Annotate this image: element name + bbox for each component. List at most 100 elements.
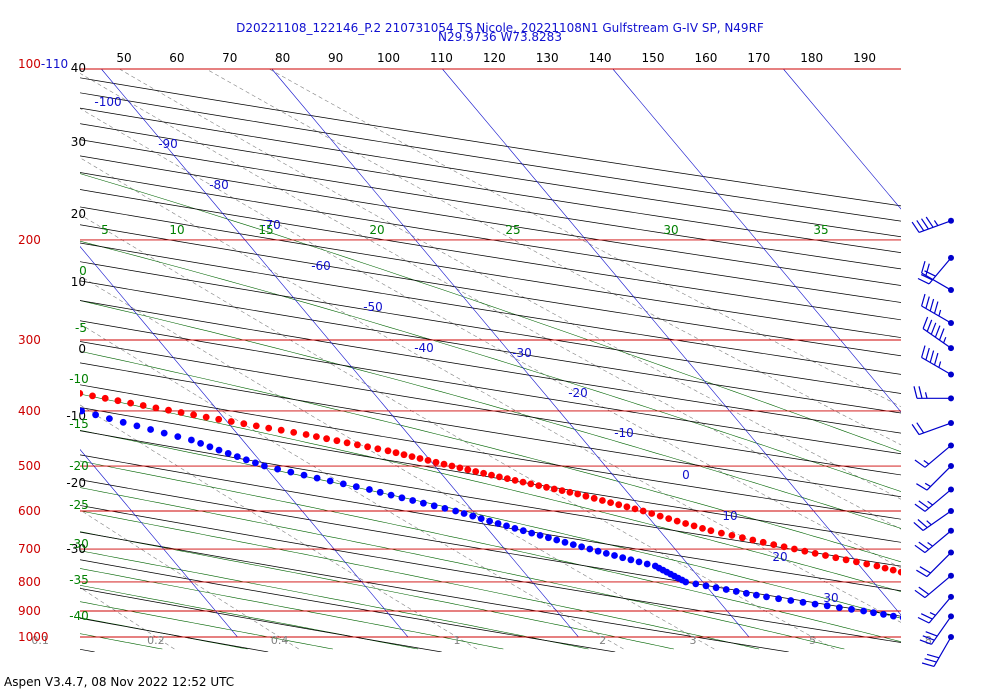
temperature-point [897,568,901,576]
wind-barb-half-flag [938,361,942,368]
dry-adiabat-line [80,123,901,254]
temperature-point [177,409,185,416]
dry-adiabat-top-label: 80 [275,51,290,65]
wind-barb-flag [917,616,930,624]
mixing-ratio-label: 2 [599,634,606,647]
chart-title-line2: N29.9736 W73.8283 [438,30,562,44]
moist-adiabat-line [80,601,333,650]
temperature-point [252,422,260,430]
temperature-point [699,525,706,532]
isotherm-label: 0 [682,468,690,482]
wind-barb-flag [929,350,935,363]
wind-barb [917,254,954,285]
moist-adiabat-label: 15 [258,223,273,237]
dry-adiabat-top-label: 160 [694,51,717,65]
moist-adiabat-label: 0 [79,264,87,278]
temperature-trace [80,390,963,591]
dry-adiabat-line [80,531,789,652]
dry-adiabat-line [80,92,901,222]
pressure-label: 100-110 [18,57,68,71]
dry-adiabat-left-label: 20 [71,207,86,221]
dry-adiabat-line [80,77,901,207]
dewpoint-point [899,615,901,621]
dry-adiabat-line [80,648,95,652]
mixing-ratio-line [80,323,624,650]
wind-barb-flag [918,500,930,509]
wind-barb [916,463,954,491]
wind-barb-flag [929,298,935,312]
moist-adiabat-line [80,487,845,650]
dewpoint-point [682,578,690,586]
moist-adiabat-line [80,550,589,650]
dry-adiabat-top-label: 150 [642,51,665,65]
moist-adiabat-line [80,585,419,650]
moist-adiabat-label: 30 [663,223,678,237]
wind-barb [914,486,954,512]
wind-barb-flag [933,352,939,366]
dewpoint-point [274,465,281,473]
dry-adiabat-line [80,320,901,455]
wind-barb-staff [926,552,952,578]
mixing-ratio-line [80,157,901,623]
temperature-point [374,445,382,453]
wind-barb-flag [919,639,932,645]
wind-barb-flag [930,322,937,335]
mixing-ratio-label: 8 [925,634,932,647]
dewpoint-point [702,582,710,590]
moist-adiabat-label: 10 [169,223,184,237]
temperature-point [648,510,656,517]
wind-barb-flag [917,519,928,529]
temperature-point [889,566,897,574]
isotherm-line [80,449,238,638]
moist-adiabat-line [80,568,504,650]
temperature-point [302,431,310,438]
temperature-point [408,453,416,460]
dewpoint-point [890,612,897,620]
dry-adiabat-left-label: -20 [66,476,86,490]
temperature-point [682,520,689,527]
wind-barb-staff [918,422,952,436]
dewpoint-point [300,471,308,479]
wind-barb-flag [922,316,929,329]
mixing-ratio-line [80,509,299,650]
dewpoint-point [910,616,917,623]
temperature-point [574,490,582,498]
temperature-point [488,471,495,479]
temperature-point [127,399,134,407]
dewpoint-point [188,436,195,444]
mixing-ratio-line [119,68,901,500]
dewpoint-point [43,401,50,408]
wind-barb-flag [922,635,935,641]
temperature-point [472,468,480,475]
dewpoint-point [712,584,720,592]
wind-barb-staff [933,636,952,667]
dewpoint-point [92,411,99,419]
pressure-label: 800 [18,575,41,589]
moist-adiabat-label: -30 [69,537,89,551]
temperature-point [354,441,361,449]
temperature-point [277,426,285,434]
temperature-point [558,487,566,494]
wind-barb [921,634,954,667]
dry-adiabat-line [80,206,901,338]
temperature-point [707,527,715,535]
mixing-ratio-label: 3 [689,634,696,647]
dewpoint-point [494,520,502,527]
isotherm-label: 20 [772,550,787,564]
wind-barb-flag [916,220,925,232]
temperature-point [822,552,829,559]
dewpoint-point [430,502,438,510]
temperature-point [956,584,963,591]
temperature-point [590,494,598,502]
mixing-ratio-line [80,275,715,650]
dewpoint-point [313,474,321,482]
wind-barb-flag [918,586,930,595]
dewpoint-point [441,505,449,512]
pressure-label: 700 [18,542,41,556]
moist-adiabat-line [80,240,901,492]
dry-adiabat-top-label: 70 [222,51,237,65]
temperature-point [863,560,871,568]
moist-adiabat-label: -5 [75,321,87,335]
temperature-point [101,394,109,402]
